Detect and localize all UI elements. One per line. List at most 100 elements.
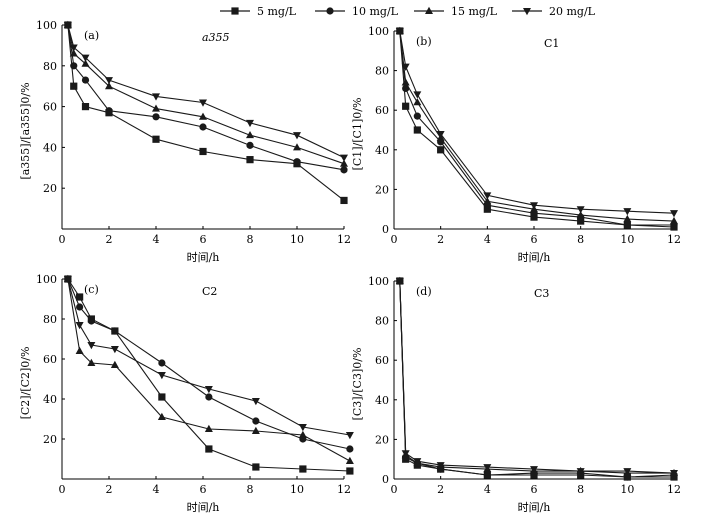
y-tick-label: 60 [43, 353, 57, 366]
data-point [345, 432, 354, 440]
data-series [64, 275, 354, 475]
data-point [152, 113, 160, 121]
data-point [199, 123, 207, 131]
data-point [401, 78, 410, 86]
data-point [87, 342, 96, 350]
x-tick-label: 2 [106, 233, 113, 246]
y-tick-label: 20 [43, 433, 57, 446]
x-axis-label: 时间/h [518, 501, 551, 514]
y-tick-label: 40 [375, 394, 389, 407]
data-point [75, 346, 84, 354]
legend-marker [326, 7, 334, 15]
x-tick-label: 12 [337, 233, 351, 246]
series-line [67, 278, 350, 472]
x-axis-label: 时间/h [187, 501, 220, 514]
x-tick-label: 4 [484, 233, 491, 246]
data-series [395, 28, 678, 218]
data-point [81, 103, 90, 111]
x-tick-label: 0 [391, 233, 398, 246]
panel-title: C3 [534, 287, 549, 300]
y-tick-label: 80 [375, 315, 389, 328]
y-tick-label: 100 [36, 273, 57, 286]
data-series [396, 27, 678, 231]
x-tick-label: 12 [667, 483, 681, 496]
series-line [399, 30, 675, 228]
data-point [69, 44, 78, 52]
x-tick-label: 6 [200, 233, 207, 246]
data-point [298, 424, 307, 432]
y-axis-label: [C2]/[C2]0/% [19, 347, 32, 420]
data-point [576, 468, 585, 476]
data-point [483, 471, 491, 479]
data-point [437, 146, 445, 154]
data-point [158, 359, 166, 367]
legend-marker [523, 8, 531, 16]
data-point [111, 327, 119, 335]
data-point [483, 192, 492, 200]
legend-item: 15 mg/L [414, 5, 498, 18]
y-tick-label: 20 [43, 182, 57, 195]
legend-label: 15 mg/L [451, 5, 498, 18]
data-point [345, 456, 354, 464]
y-tick-label: 20 [375, 183, 389, 196]
legend-marker [425, 6, 433, 14]
x-tick-label: 0 [59, 483, 66, 496]
data-point [81, 59, 90, 67]
x-tick-label: 0 [391, 483, 398, 496]
data-point [413, 98, 422, 106]
x-tick-label: 2 [437, 483, 444, 496]
data-point [205, 445, 213, 453]
series-line [399, 280, 675, 474]
x-tick-label: 8 [577, 483, 584, 496]
data-point [69, 49, 78, 57]
y-tick-label: 60 [43, 101, 57, 114]
x-tick-label: 4 [153, 483, 160, 496]
x-tick-label: 10 [290, 483, 304, 496]
legend-label: 5 mg/L [257, 5, 297, 18]
data-point [76, 303, 84, 311]
data-point [299, 465, 307, 473]
data-point [623, 208, 632, 216]
y-tick-label: 80 [43, 313, 57, 326]
data-point [246, 119, 254, 128]
data-point [204, 386, 213, 394]
data-point [110, 360, 119, 368]
data-point [577, 217, 585, 225]
legend-label: 10 mg/L [352, 5, 399, 18]
panel-tag: (c) [84, 283, 99, 296]
data-series [64, 275, 354, 453]
data-point [293, 158, 301, 166]
data-point [70, 82, 78, 90]
data-point [340, 196, 348, 205]
data-point [152, 93, 160, 101]
data-point [246, 156, 254, 164]
y-axis-label: [C1]/[C1]0/% [351, 98, 364, 171]
series-line [67, 278, 350, 436]
data-series [396, 27, 678, 229]
y-tick-label: 80 [43, 60, 57, 73]
data-point [75, 322, 84, 330]
x-tick-label: 6 [200, 483, 207, 496]
data-point [530, 213, 538, 221]
y-tick-label: 60 [375, 104, 389, 117]
data-point [251, 426, 260, 434]
y-tick-label: 40 [375, 144, 389, 157]
data-point [346, 467, 354, 475]
series-line [399, 280, 674, 478]
data-point [105, 82, 113, 90]
data-point [105, 77, 113, 85]
data-point [70, 62, 78, 70]
x-tick-label: 12 [337, 483, 351, 496]
data-point [246, 130, 254, 139]
data-point [252, 417, 260, 425]
y-tick-label: 100 [368, 25, 389, 38]
data-point [623, 221, 631, 229]
data-point [483, 464, 492, 472]
panel-title: C2 [202, 285, 217, 298]
data-point [623, 214, 632, 223]
data-point [436, 130, 445, 139]
x-axis-label: 时间/h [187, 251, 220, 264]
panel-tag: (b) [416, 35, 432, 48]
data-point [670, 216, 678, 225]
